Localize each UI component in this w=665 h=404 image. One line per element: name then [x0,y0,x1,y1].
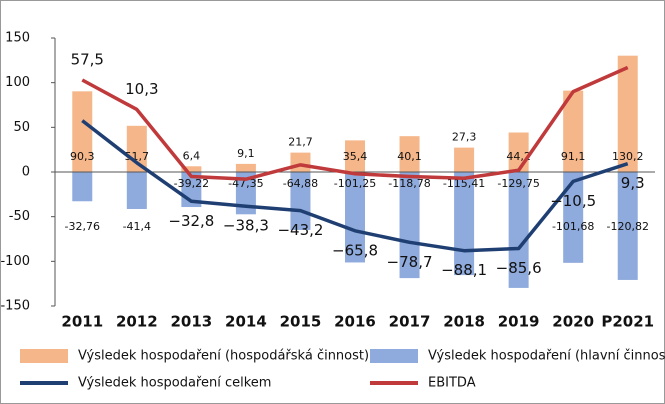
line-label: 57,5 [71,50,104,68]
bar [345,140,365,172]
bar [345,172,365,263]
bar [72,172,93,202]
bar-label: -39,22 [174,177,209,190]
y-tick-label: 50 [13,120,30,135]
bar-label: 27,3 [452,131,477,144]
bar [181,166,202,172]
line-label: 10,3 [125,80,158,98]
line-label: −85,6 [496,259,542,277]
bar [126,125,147,172]
line-label: 9,3 [621,174,645,192]
bar [235,163,256,172]
line-label: −38,3 [223,217,269,235]
x-tick-label: 2015 [280,313,322,331]
bar [617,172,638,280]
y-tick-label: -50 [9,209,30,224]
bar-label: 9,1 [237,147,255,160]
legend-swatch [370,349,418,363]
x-tick-label: 2012 [116,313,158,331]
bar-label: -32,76 [65,220,100,233]
line-label: −43,2 [277,221,323,239]
line-label: −78,7 [387,253,433,271]
bar-label: 40,1 [397,150,422,163]
x-tick-label: 2016 [334,313,376,331]
legend-label: EBITDA [428,376,476,391]
bar [126,172,147,209]
bar-label: 6,4 [183,149,201,162]
legend-label: Výsledek hospodaření (hospodářská činnos… [78,349,369,364]
bar [617,55,638,172]
bar-label: -101,25 [334,177,376,190]
y-tick-label: -150 [0,299,30,314]
bar [399,172,420,279]
bar [72,91,93,172]
bar-label: 130,2 [612,150,644,163]
line-label: −88,1 [441,261,487,279]
legend-label: Výsledek hospodaření celkem [78,376,271,391]
line [81,119,629,253]
x-tick-label: 2018 [443,313,485,331]
y-tick-label: 0 [22,165,30,180]
y-tick-label: -100 [0,254,30,269]
bar [235,172,256,215]
bar-label: 91,1 [561,150,586,163]
legend-swatch [20,349,68,363]
line-label: −32,8 [168,212,214,230]
bar-label: 21,7 [288,136,313,149]
bar [563,172,584,263]
x-tick-label: 2013 [170,313,212,331]
bar [563,90,584,172]
line [81,65,629,181]
x-tick-label: 2019 [498,313,540,331]
x-tick-label: 2017 [389,313,431,331]
x-tick-label: 2011 [61,313,103,331]
bar-label: 90,3 [70,150,95,163]
bar [399,136,420,172]
x-tick-label: 2014 [225,313,267,331]
y-tick-label: 100 [5,75,30,90]
x-tick-label: 2020 [552,313,594,331]
bar [290,152,311,172]
bar-label: 35,4 [343,150,368,163]
x-tick-label: P2021 [601,313,654,331]
bar-label: -129,75 [497,177,539,190]
bar [290,172,311,230]
legend-label: Výsledek hospodaření (hlavní činnost) [428,349,665,364]
bar-label: -101,68 [552,220,594,233]
bar-label: -120,82 [606,220,648,233]
bar [508,172,529,288]
bar-label: -64,88 [283,177,318,190]
bar-label: -41,4 [123,220,151,233]
line-label: −10,5 [550,192,596,210]
bar [454,147,475,172]
y-tick-label: 150 [5,31,30,46]
bar-label: -115,41 [443,177,485,190]
line-label: −65,8 [332,241,378,259]
bar-label: -118,78 [388,177,430,190]
